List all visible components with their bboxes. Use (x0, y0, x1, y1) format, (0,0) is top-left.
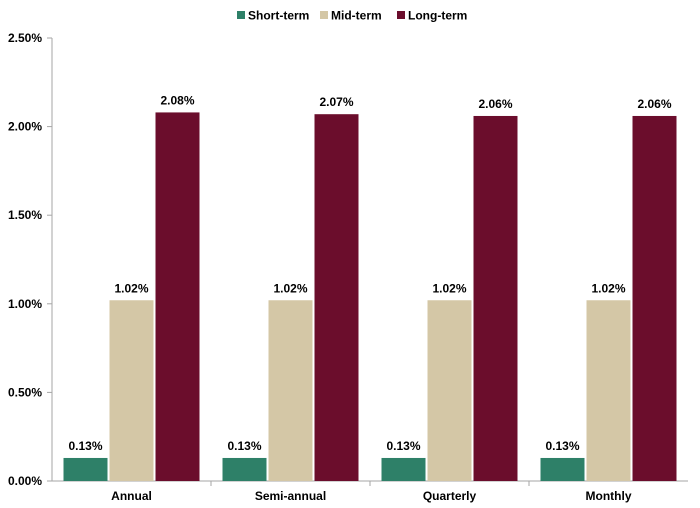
y-tick-label: 1.50% (8, 208, 42, 222)
x-category-label: Annual (111, 489, 152, 503)
bar-mid-term (268, 300, 313, 481)
data-label: 1.02% (273, 281, 307, 295)
legend-swatch (320, 11, 328, 19)
data-label: 0.13% (68, 439, 102, 453)
legend: Short-term Mid-term Long-term (237, 9, 467, 23)
legend-swatch (237, 11, 245, 19)
y-axis: 0.00% 0.50% 1.00% 1.50% 2.00% 2.50% (8, 31, 53, 488)
y-tick-label: 0.50% (8, 385, 42, 399)
bar-mid-term (427, 300, 472, 481)
x-category-label: Monthly (586, 489, 632, 503)
bars (63, 112, 677, 482)
y-tick-label: 0.00% (8, 474, 42, 488)
x-category-label: Semi-annual (255, 489, 326, 503)
bar-mid-term (586, 300, 631, 481)
data-label: 1.02% (432, 281, 466, 295)
data-label: 2.06% (478, 97, 512, 111)
legend-label: Long-term (408, 9, 467, 23)
data-label: 0.13% (386, 439, 420, 453)
bar-short-term (63, 457, 108, 481)
bar-long-term (314, 114, 359, 482)
bar-short-term (540, 457, 585, 481)
legend-swatch (397, 11, 405, 19)
data-label: 0.13% (227, 439, 261, 453)
y-tick-label: 1.00% (8, 297, 42, 311)
y-tick-label: 2.00% (8, 120, 42, 134)
data-label: 1.02% (591, 281, 625, 295)
legend-label: Mid-term (331, 9, 382, 23)
data-label: 0.13% (545, 439, 579, 453)
bar-long-term (155, 112, 200, 481)
data-labels: 0.13% 1.02% 2.08% 0.13% 1.02% 2.07% 0.13% 1.02%… (68, 93, 671, 453)
data-label: 2.08% (160, 93, 194, 107)
bar-short-term (222, 457, 267, 481)
bar-mid-term (109, 300, 154, 481)
bar-long-term (473, 115, 518, 481)
data-label: 2.06% (637, 97, 671, 111)
x-axis: Annual Semi-annual Quarterly Monthly (52, 480, 688, 503)
data-label: 2.07% (319, 95, 353, 109)
bar-long-term (632, 115, 677, 481)
data-label: 1.02% (114, 281, 148, 295)
y-tick-label: 2.50% (8, 31, 42, 45)
x-category-label: Quarterly (423, 489, 477, 503)
bar-short-term (381, 457, 426, 481)
legend-label: Short-term (248, 9, 309, 23)
